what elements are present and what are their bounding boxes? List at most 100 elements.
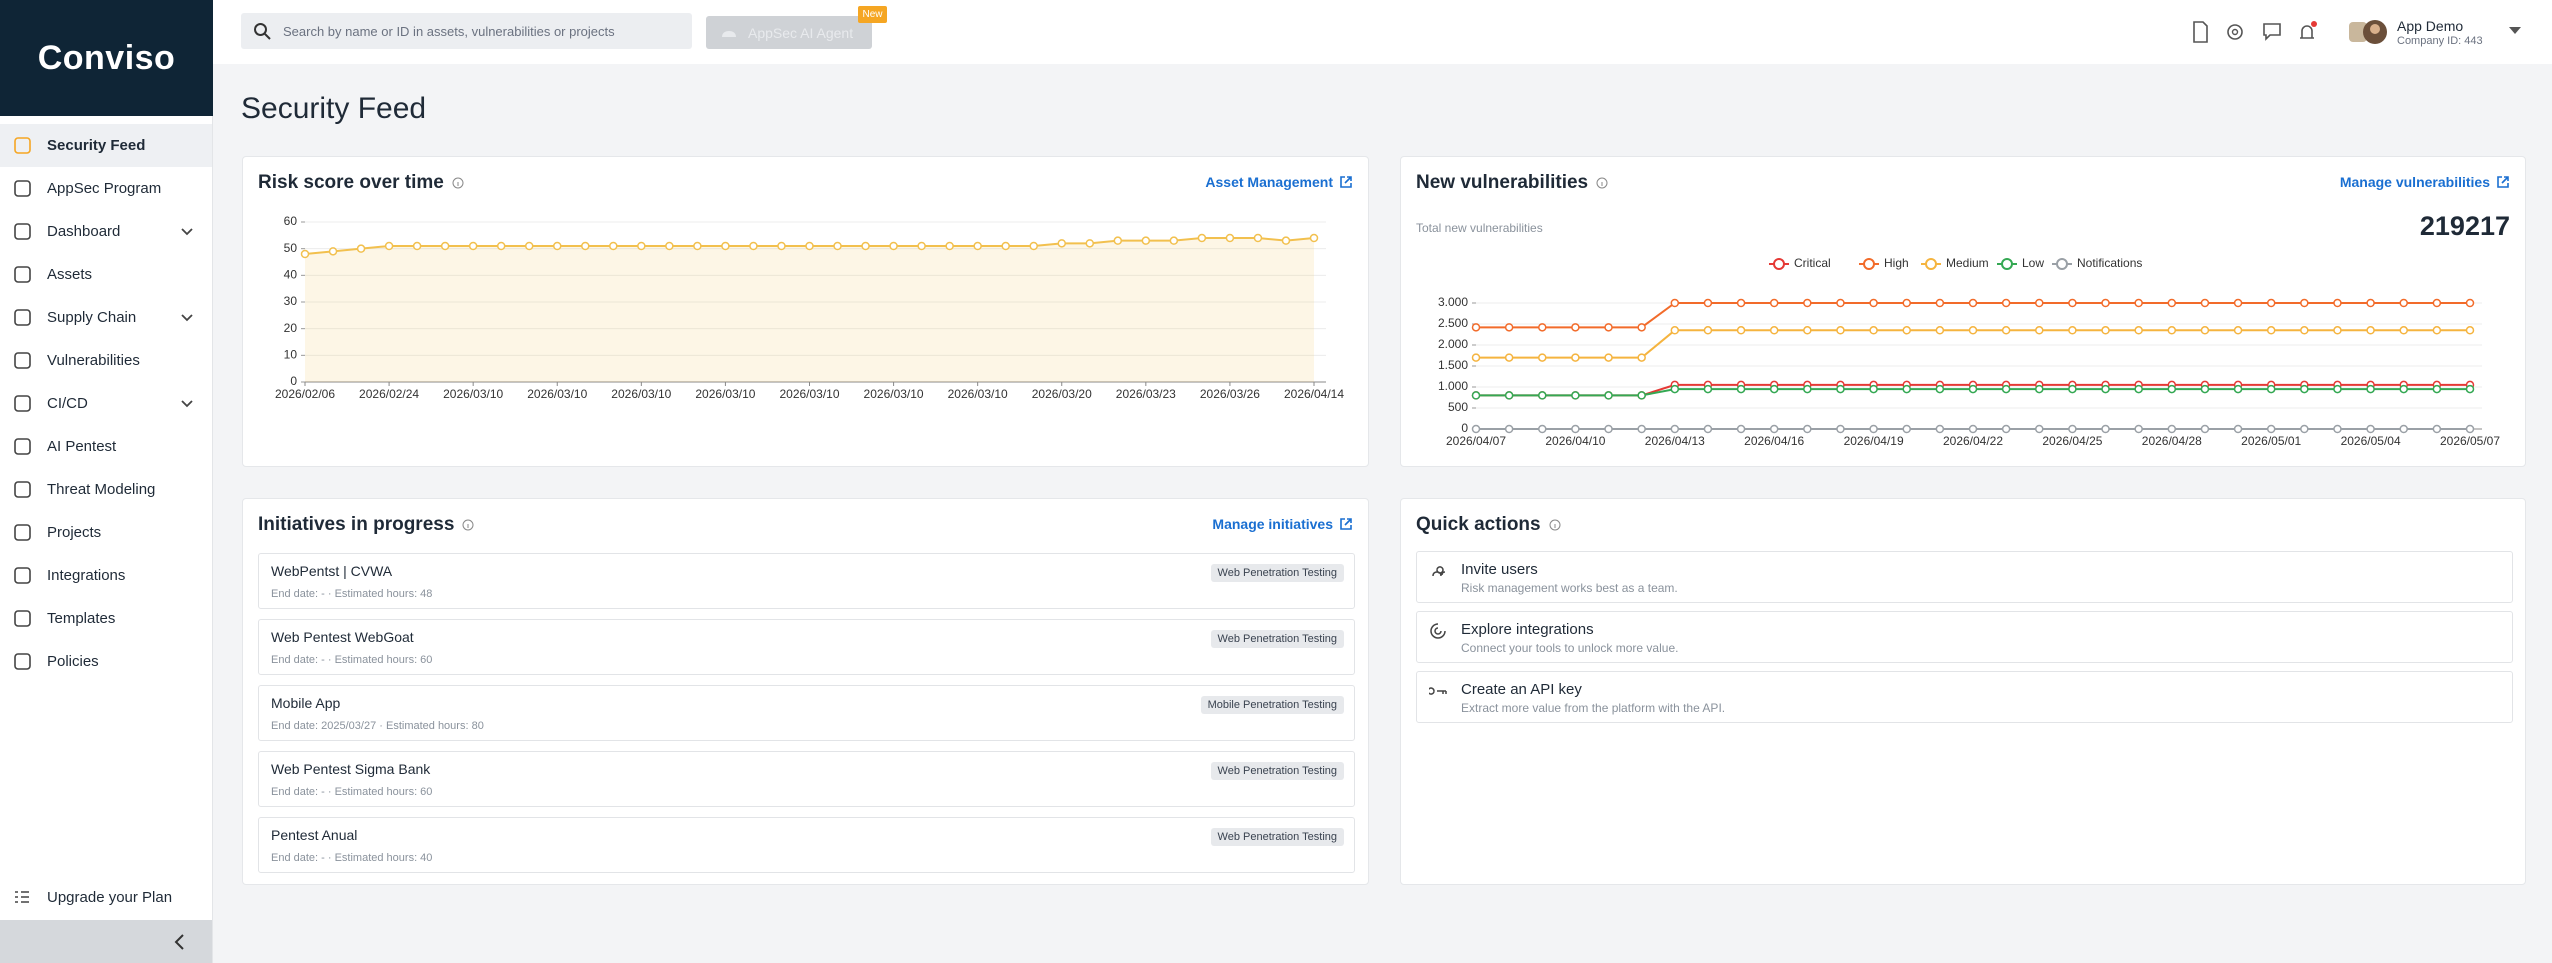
quick-action[interactable]: Invite users Risk management works best a… [1416,551,2513,603]
data-point [637,241,646,251]
data-point [1141,236,1151,245]
y-tick-label: 10 [284,348,298,362]
initiative-tag: Mobile Penetration Testing [1200,696,1344,714]
nav-icon-shape [14,653,31,670]
data-point [1504,391,1514,400]
info-icon[interactable] [452,177,464,189]
data-point [1029,241,1038,251]
data-point [2134,384,2143,394]
initiative-meta: End date: 2025/03/27 · Estimated hours: … [271,720,484,732]
risk-card: 0 10 20 30 40 50 60 2026/02/06 2026/02/24 2026/03… [242,156,1369,467]
initiative-meta: End date: - · Estimated hours: 40 [271,852,433,864]
nav-item[interactable]: Policies [0,640,212,683]
nav-chevron [181,228,193,236]
card-link[interactable]: Manage vulnerabilities [2340,174,2510,190]
data-point [2233,384,2243,394]
data-point [2432,326,2442,335]
info-icon[interactable] [462,519,474,531]
initiative-item[interactable]: WebPentst | CVWA End date: - · Estimated … [258,553,1355,609]
initiative-name: Web Pentest WebGoat [271,629,414,645]
nav-item[interactable]: Vulnerabilities [0,339,212,382]
collapse-sidebar[interactable] [0,920,212,963]
user-name[interactable]: App Demo [2397,18,2464,34]
y-tick-label: 0 [290,374,297,388]
nav-icon-shape [14,395,31,412]
nav-item[interactable]: Dashboard [0,210,212,253]
card-link[interactable]: Asset Management [1205,174,1353,190]
data-point [2333,424,2342,434]
card-title-row: Initiatives in progress [258,514,474,536]
initiative-item[interactable]: Web Pentest Sigma Bank End date: - · Esti… [258,751,1355,807]
data-point [2233,424,2243,434]
data-point [1253,233,1263,243]
nav-item[interactable]: Integrations [0,554,212,597]
initiative-item[interactable]: Pentest Anual End date: - · Estimated hou… [258,817,1355,873]
data-point [2001,326,2011,335]
total-label: Total new vulnerabilities [1416,221,1543,235]
data-point [2399,384,2408,394]
data-point [1769,384,1779,394]
nav-item[interactable]: Assets [0,253,212,296]
search-box[interactable]: Search by name or ID in assets, vulnerab… [241,13,692,49]
data-point [2366,298,2375,308]
info-icon[interactable] [1549,519,1561,531]
nav-item[interactable]: Threat Modeling [0,468,212,511]
nav-icon-shape [14,567,31,584]
initiative-item[interactable]: Web Pentest WebGoat End date: - · Estimat… [258,619,1355,675]
nav-item[interactable]: AppSec Program [0,167,212,210]
nav-item[interactable]: AI Pentest [0,425,212,468]
data-point [1902,298,1911,308]
data-point [2399,424,2408,434]
data-point [2068,298,2077,308]
card-title-row: Risk score over time [258,172,464,194]
data-point [1902,424,1911,434]
card-title: Initiatives in progress [258,514,455,535]
data-point [2266,298,2276,308]
x-tick-label: 2026/04/22 [1943,434,2003,448]
nav-item[interactable]: CI/CD [0,382,212,425]
nav-item[interactable]: Supply Chain [0,296,212,339]
data-point [1703,384,1713,394]
data-point [1538,353,1547,362]
nav-item[interactable]: Templates [0,597,212,640]
nav-label: Dashboard [47,223,121,240]
upgrade-link[interactable]: Upgrade your Plan [0,880,212,914]
topbar-icons[interactable] [2190,20,2330,44]
data-point [2035,298,2044,308]
y-tick-label: 50 [284,241,298,255]
x-tick-label: 2026/03/10 [443,387,503,401]
data-point [2200,384,2210,394]
info-icon[interactable] [1596,177,1608,189]
data-point [2300,424,2309,434]
user-menu-caret[interactable] [2508,25,2522,35]
quick-action-icon [1430,623,1446,639]
data-point [1281,236,1291,245]
data-point [1670,424,1680,434]
initiative-item[interactable]: Mobile App End date: 2025/03/27 · Estimat… [258,685,1355,741]
brand-logo[interactable]: Conviso [0,0,213,116]
data-point [496,241,506,251]
nav-item[interactable]: Projects [0,511,212,554]
data-point [1471,391,1481,400]
data-point [1769,326,1779,335]
nav-chevron [181,400,193,408]
quick-action-title: Explore integrations [1461,621,1594,638]
company-id: Company ID: 443 [2397,35,2483,47]
quick-action-description: Risk management works best as a team. [1461,581,1678,595]
quick-action[interactable]: Explore integrations Connect your tools t… [1416,611,2513,663]
x-tick-label: 2026/03/20 [1032,387,1092,401]
data-point [1836,326,1845,335]
card-link[interactable]: Manage initiatives [1212,516,1353,532]
data-point [2167,298,2177,308]
data-point [749,241,758,251]
data-point [1085,239,1095,248]
nav-item[interactable]: Security Feed [0,124,212,167]
ai-agent-button[interactable]: AppSec AI Agent [706,16,872,49]
user-avatar[interactable] [2347,17,2391,47]
data-point [384,241,394,251]
data-point [1504,323,1514,332]
quick-action[interactable]: Create an API key Extract more value from… [1416,671,2513,723]
legend-item: Notifications [2052,256,2142,270]
data-point [2465,424,2475,434]
quick-action-icon [1429,687,1447,695]
